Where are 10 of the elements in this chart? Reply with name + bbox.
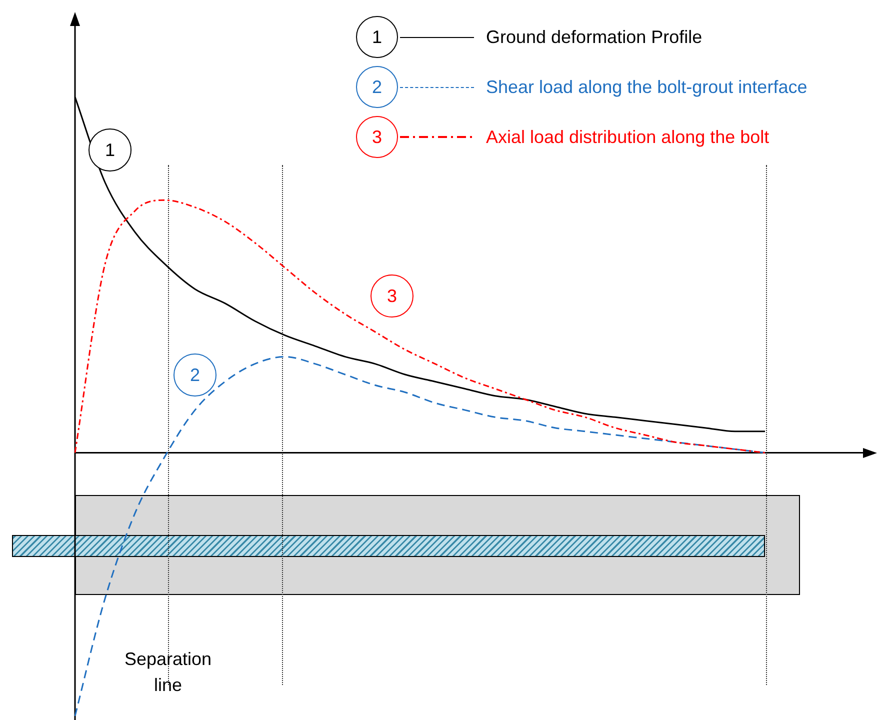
annotation: 2 — [190, 364, 200, 385]
text: 2 — [372, 76, 382, 96]
annotation: 1 — [104, 140, 116, 160]
legend-label: Ground deformation Profile — [486, 26, 702, 48]
annotation: 3 — [386, 286, 398, 306]
legend-label: Shear load along the bolt-grout interface — [486, 76, 808, 98]
legend-label: Axial load distribution along the bolt — [486, 126, 770, 148]
text: 3 — [372, 126, 382, 146]
annotation: Separation line — [124, 648, 212, 695]
text: 1 — [372, 26, 382, 46]
